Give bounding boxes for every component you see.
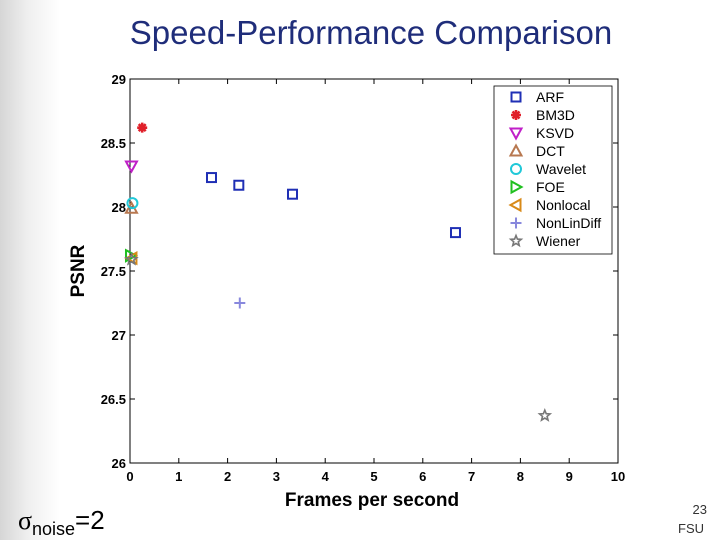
slide-title: Speed-Performance Comparison (129, 14, 613, 51)
x-tick-label: 10 (611, 469, 625, 484)
page-number: 23 (692, 502, 707, 517)
legend-label: Wavelet (536, 161, 586, 177)
y-tick-label: 28 (112, 200, 126, 215)
legend-label: BM3D (536, 107, 575, 123)
legend-marker (508, 233, 524, 248)
x-tick-label: 2 (224, 469, 231, 484)
y-tick-label: 26 (112, 456, 126, 471)
x-tick-label: 8 (517, 469, 524, 484)
legend-label: ARF (536, 89, 564, 105)
data-point-wiener (124, 251, 139, 266)
x-tick-label: 6 (419, 469, 426, 484)
chart-axes (129, 78, 619, 464)
footer-organization: FSU (678, 521, 704, 536)
x-tick-label: 0 (126, 469, 133, 484)
y-tick-label: 28.5 (101, 136, 126, 151)
data-point-ksvd (124, 160, 139, 174)
y-tick-label: 26.5 (101, 392, 126, 407)
sigma-subscript: noise (32, 519, 76, 539)
data-point-wavelet (126, 197, 139, 210)
x-tick-label: 4 (322, 469, 330, 484)
y-tick-label: 27 (112, 328, 126, 343)
data-point-nonlindiff (234, 297, 246, 309)
legend-marker (510, 217, 522, 229)
legend-marker (508, 197, 522, 213)
legend-marker (508, 127, 524, 141)
x-tick-label: 5 (370, 469, 377, 484)
legend-marker (510, 179, 524, 195)
x-tick-label: 1 (175, 469, 182, 484)
tick-labels: 0 1 2 3 4 5 6 7 8 9 10 26 26.5 27 27.5 28 28.5 29 (101, 72, 626, 484)
sigma-symbol: σ (18, 506, 33, 535)
data-point-arf (449, 227, 461, 239)
noise-level-label: σnoise=2 (18, 505, 105, 540)
data-point-arf (205, 172, 217, 184)
legend-marker (511, 110, 521, 120)
y-tick-label: 29 (112, 72, 126, 87)
legend-label: DCT (536, 143, 565, 159)
data-point-wiener (537, 407, 553, 422)
legend-label: NonLinDiff (536, 215, 601, 231)
legend-label: FOE (536, 179, 565, 195)
legend-label: Nonlocal (536, 197, 590, 213)
sigma-value: =2 (75, 505, 105, 535)
legend-marker (508, 143, 524, 157)
y-tick-label: 27.5 (101, 264, 126, 279)
y-axis-label: PSNR (68, 244, 89, 297)
legend-label: Wiener (536, 233, 581, 249)
x-tick-label: 9 (566, 469, 573, 484)
x-tick-label: 7 (468, 469, 475, 484)
legend-label: KSVD (536, 125, 574, 141)
data-point-arf (233, 179, 245, 191)
legend-marker (510, 91, 522, 103)
x-tick-label: 3 (273, 469, 280, 484)
data-points (124, 122, 553, 422)
legend-marker (510, 163, 522, 175)
x-axis-label: Frames per second (285, 490, 459, 511)
legend: ARF BM3D KSVD DCT Wavelet FOE Nonlocal NonLinDi… (493, 85, 613, 255)
data-point-arf (287, 188, 299, 200)
data-point-bm3d (137, 122, 148, 133)
data-point-foe (124, 248, 139, 263)
